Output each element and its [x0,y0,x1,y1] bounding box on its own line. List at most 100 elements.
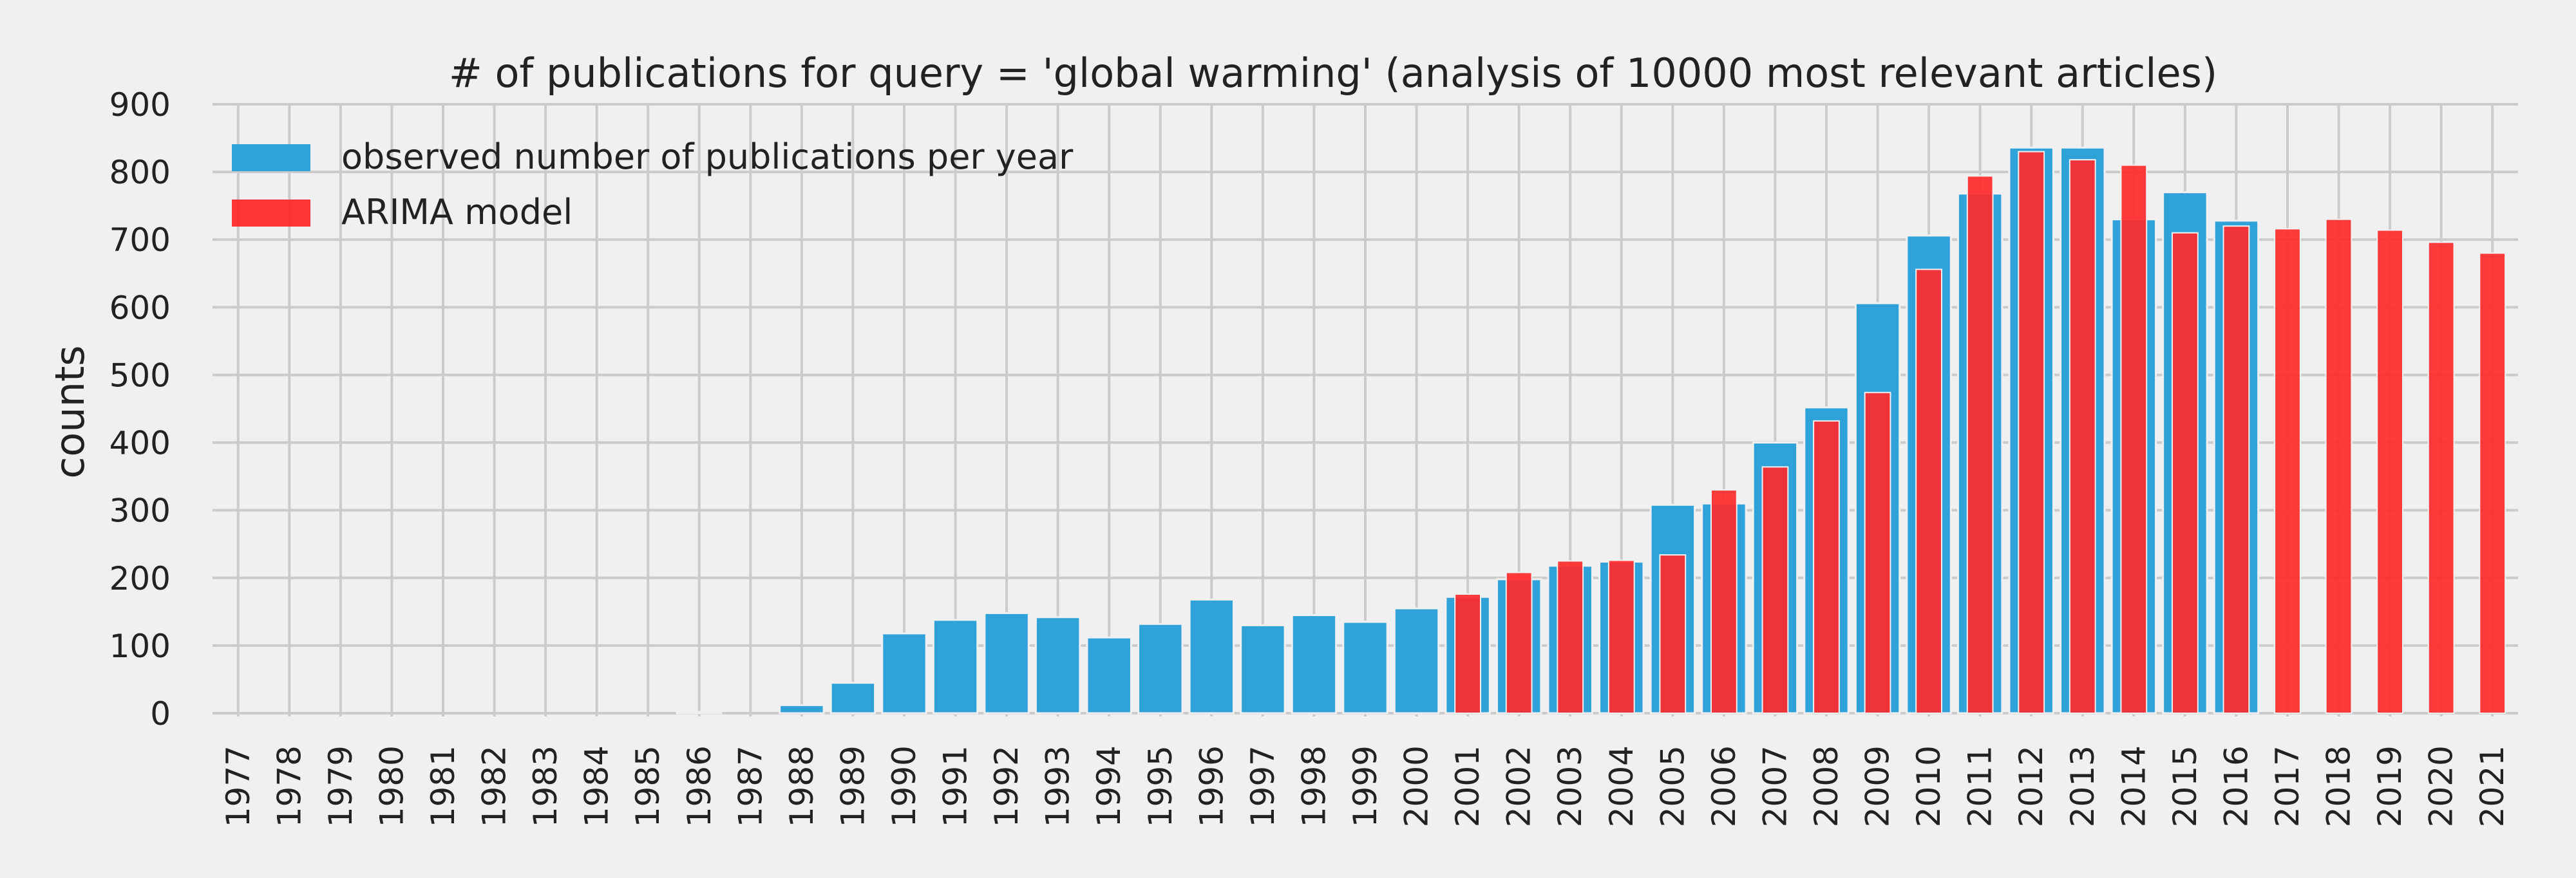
x-tick-label: 2021 [2474,745,2511,827]
x-tick-label: 2015 [2166,745,2204,827]
x-tick-label: 2014 [2115,745,2152,827]
bar-arima-2001 [1454,593,1481,715]
y-tick-label: 700 [109,221,171,259]
bar-arima-2012 [2018,151,2045,715]
legend-swatch-observed [232,144,310,171]
y-tick-label: 300 [109,492,171,530]
x-tick-label: 1992 [988,745,1025,827]
bar-arima-2019 [2376,229,2403,714]
y-tick-label: 800 [109,154,171,191]
legend: observed number of publications per year… [232,136,1074,232]
y-tick-label: 600 [109,289,171,326]
bar-observed-1994 [1086,636,1132,715]
x-tick-label: 2016 [2217,745,2255,827]
bar-observed-1995 [1137,622,1184,715]
x-tick-label: 2002 [1501,745,1538,827]
bar-arima-2013 [2069,159,2096,715]
x-tick-label: 2012 [2012,745,2050,827]
x-tick-label: 1986 [681,745,718,827]
y-tick-label: 400 [109,425,171,462]
bar-arima-2004 [1607,559,1635,715]
y-tick-label: 900 [109,86,171,124]
bar-arima-2006 [1710,489,1738,715]
x-tick-label: 1982 [476,745,513,827]
bar-arima-2008 [1813,420,1840,714]
bar-observed-1992 [983,612,1030,715]
x-tick-label: 1987 [732,745,769,827]
bar-observed-2000 [1393,607,1440,715]
bar-observed-1996 [1188,598,1235,715]
x-axis-ticks: 1977 1978 1979 1980 1981 1982 1983 1984 1985 1986… [220,745,2511,827]
bar-arima-2003 [1557,560,1584,714]
y-tick-label: 0 [150,695,171,733]
bar-arima-2007 [1761,466,1789,714]
y-tick-label: 100 [109,628,171,665]
bar-arima-2018 [2325,218,2353,714]
bar-arima-2021 [2479,252,2506,714]
x-tick-label: 1988 [783,745,820,827]
x-tick-label: 2019 [2371,745,2409,827]
x-tick-label: 2009 [1859,745,1897,827]
bar-observed-1993 [1034,616,1081,715]
y-axis-title: counts [46,345,93,478]
y-tick-label: 500 [109,357,171,394]
x-tick-label: 2005 [1654,745,1691,827]
x-tick-label: 2013 [2064,745,2101,827]
x-tick-label: 2001 [1449,745,1486,827]
arima-series-bars [1454,151,2506,715]
bar-observed-1988 [779,704,825,715]
x-tick-label: 2018 [2320,745,2358,827]
x-tick-label: 1990 [886,745,923,827]
bar-arima-2002 [1505,572,1533,714]
x-tick-label: 1998 [1295,745,1332,827]
x-tick-label: 2011 [1962,745,1999,827]
x-tick-label: 2008 [1808,745,1845,827]
x-tick-label: 1979 [322,745,359,827]
x-tick-label: 2017 [2269,745,2306,827]
bar-arima-2014 [2120,164,2148,715]
x-tick-label: 2007 [1756,745,1794,827]
x-tick-label: 1983 [527,745,564,827]
y-tick-label: 200 [109,560,171,597]
x-tick-label: 1995 [1142,745,1179,827]
bar-arima-2017 [2274,228,2301,715]
x-tick-label: 1978 [270,745,308,827]
bar-observed-1990 [881,632,927,715]
x-tick-label: 2020 [2423,745,2460,827]
x-tick-label: 1981 [424,745,462,827]
bar-observed-1989 [829,682,876,715]
y-axis-ticks: 0 100 200 300 400 500 600 700 800 900 [109,86,171,733]
bar-arima-2005 [1659,554,1687,714]
x-tick-label: 1985 [629,745,667,827]
x-tick-label: 1991 [937,745,974,827]
legend-label-arima: ARIMA model [341,192,573,232]
x-tick-label: 1996 [1193,745,1230,827]
bar-arima-2016 [2222,225,2250,714]
x-tick-label: 2006 [1705,745,1743,827]
x-tick-label: 1999 [1347,745,1384,827]
x-tick-label: 1993 [1039,745,1077,827]
x-tick-label: 2000 [1398,745,1435,827]
bar-arima-2010 [1915,268,1942,714]
x-tick-label: 1994 [1090,745,1128,827]
bar-arima-2011 [1966,175,1994,714]
bar-arima-2015 [2172,232,2199,714]
x-tick-label: 1980 [373,745,410,827]
bar-observed-1999 [1342,621,1388,715]
x-tick-label: 2003 [1551,745,1589,827]
bar-observed-1997 [1240,624,1286,715]
x-tick-label: 1984 [578,745,616,827]
chart-title: # of publications for query = 'global wa… [449,50,2217,97]
x-tick-label: 2004 [1603,745,1640,827]
legend-swatch-arima [232,200,310,227]
legend-label-observed: observed number of publications per year [341,136,1074,177]
bar-arima-2020 [2427,241,2455,714]
x-tick-label: 1997 [1244,745,1282,827]
bar-observed-1986 [676,711,723,715]
x-tick-label: 2010 [1910,745,1947,827]
bar-observed-1991 [932,619,979,715]
bar-arima-2009 [1864,391,1891,714]
x-tick-label: 1977 [220,745,257,827]
